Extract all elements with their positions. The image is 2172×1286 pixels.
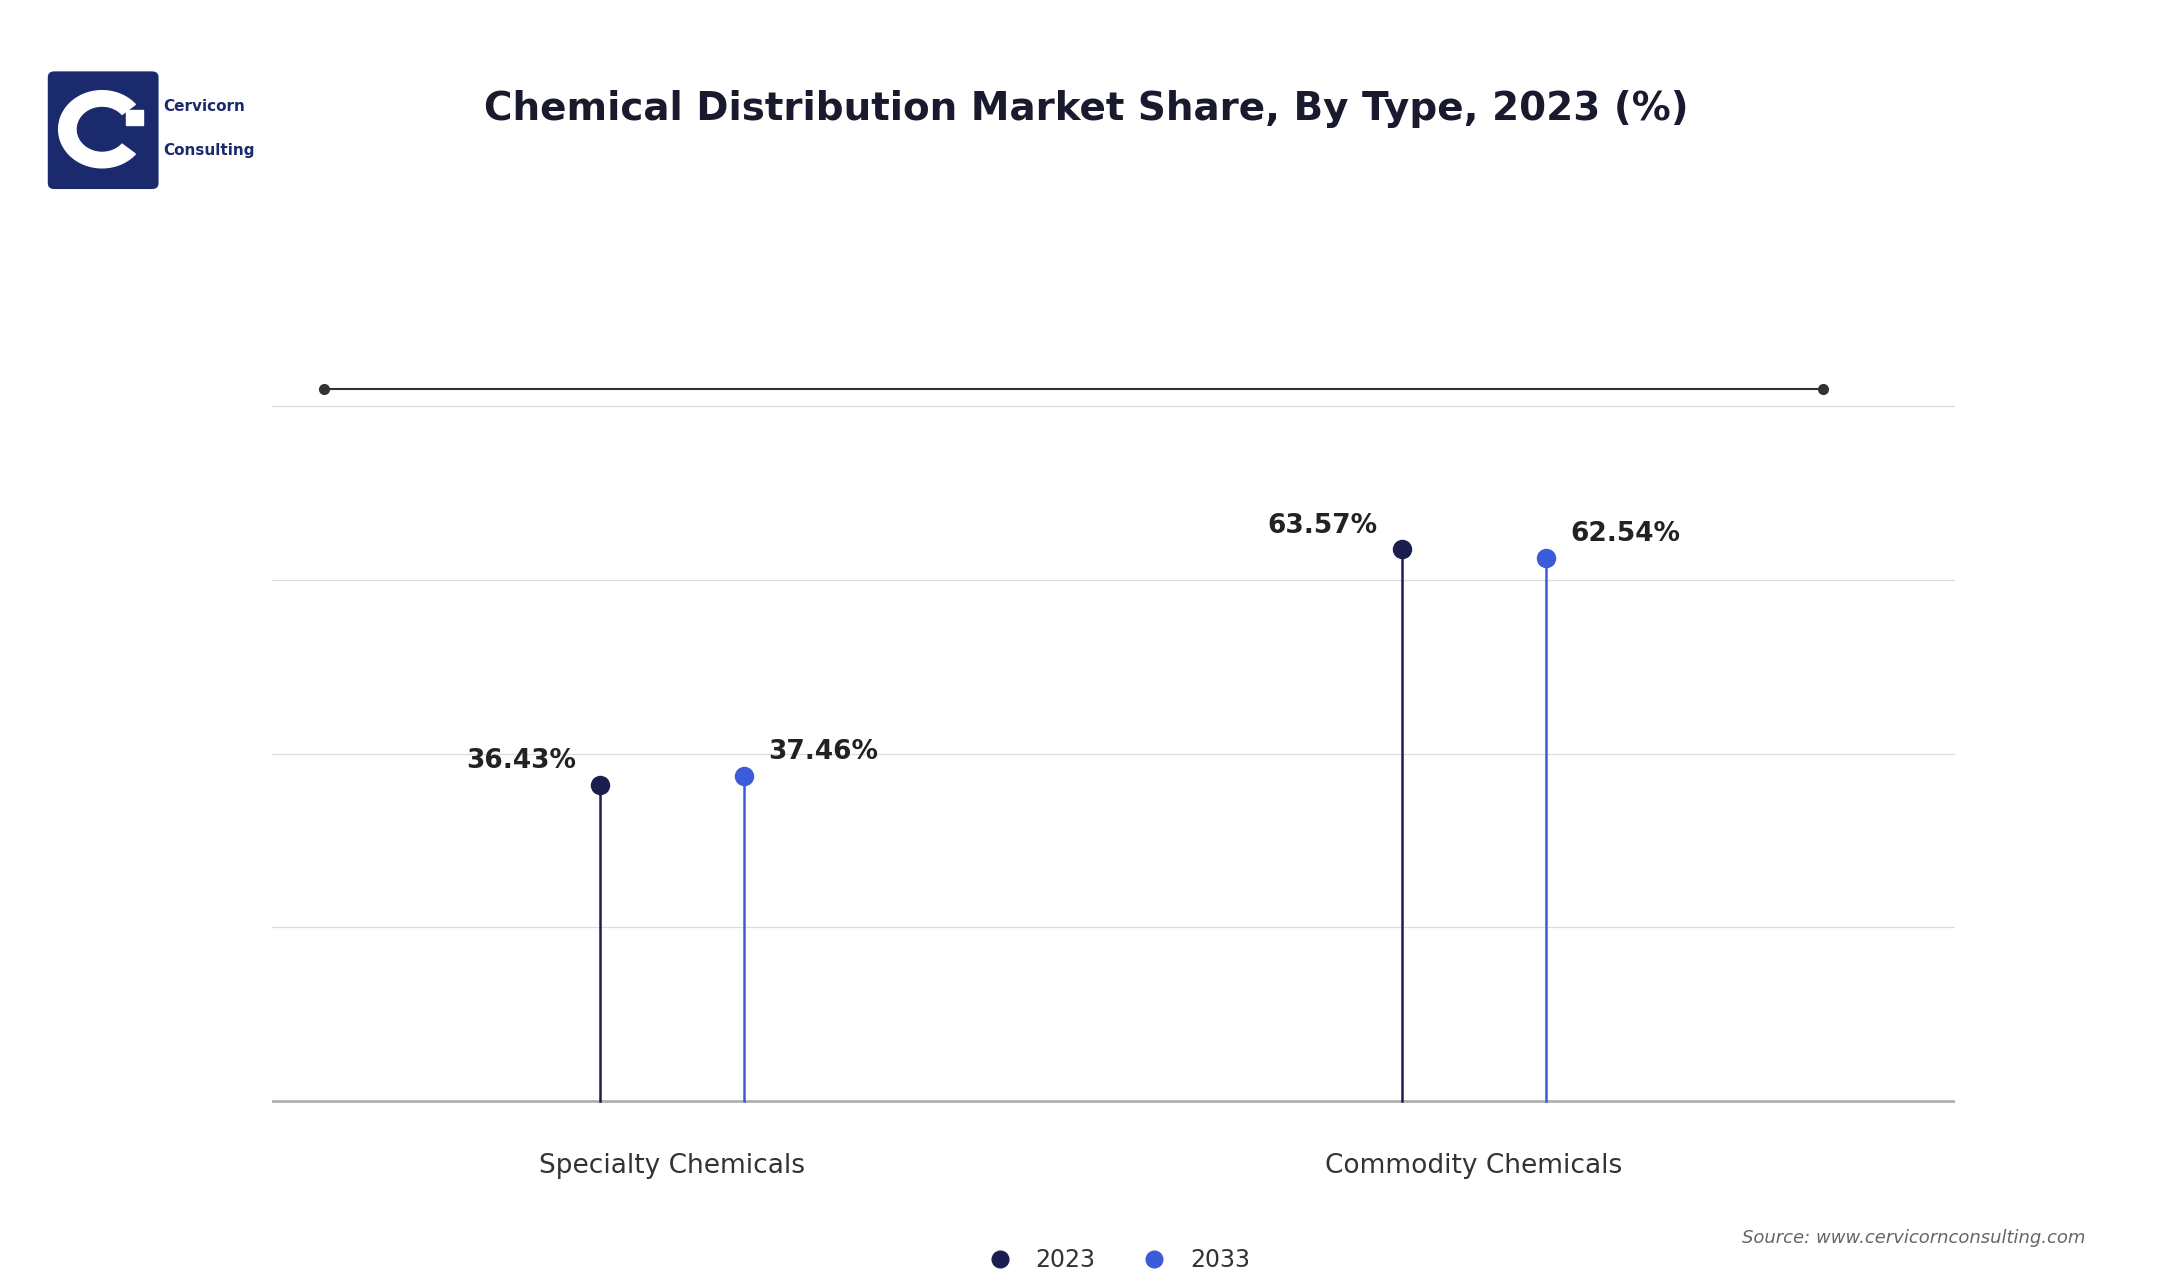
Legend: 2023, 2033: 2023, 2033 xyxy=(967,1238,1260,1281)
Polygon shape xyxy=(59,91,135,167)
FancyBboxPatch shape xyxy=(48,71,159,189)
Bar xyxy=(126,129,143,144)
Text: 62.54%: 62.54% xyxy=(1570,521,1681,548)
Text: 63.57%: 63.57% xyxy=(1268,513,1377,539)
Text: Commodity Chemicals: Commodity Chemicals xyxy=(1325,1154,1622,1179)
Text: Specialty Chemicals: Specialty Chemicals xyxy=(539,1154,806,1179)
Text: Source: www.cervicornconsulting.com: Source: www.cervicornconsulting.com xyxy=(1742,1229,2085,1247)
Text: Cervicorn: Cervicorn xyxy=(163,99,245,113)
Text: 36.43%: 36.43% xyxy=(467,748,576,774)
Text: Chemical Distribution Market Share, By Type, 2023 (%): Chemical Distribution Market Share, By T… xyxy=(484,90,1688,129)
Text: 37.46%: 37.46% xyxy=(769,739,877,765)
Bar xyxy=(126,111,143,126)
Text: Consulting: Consulting xyxy=(163,143,254,158)
